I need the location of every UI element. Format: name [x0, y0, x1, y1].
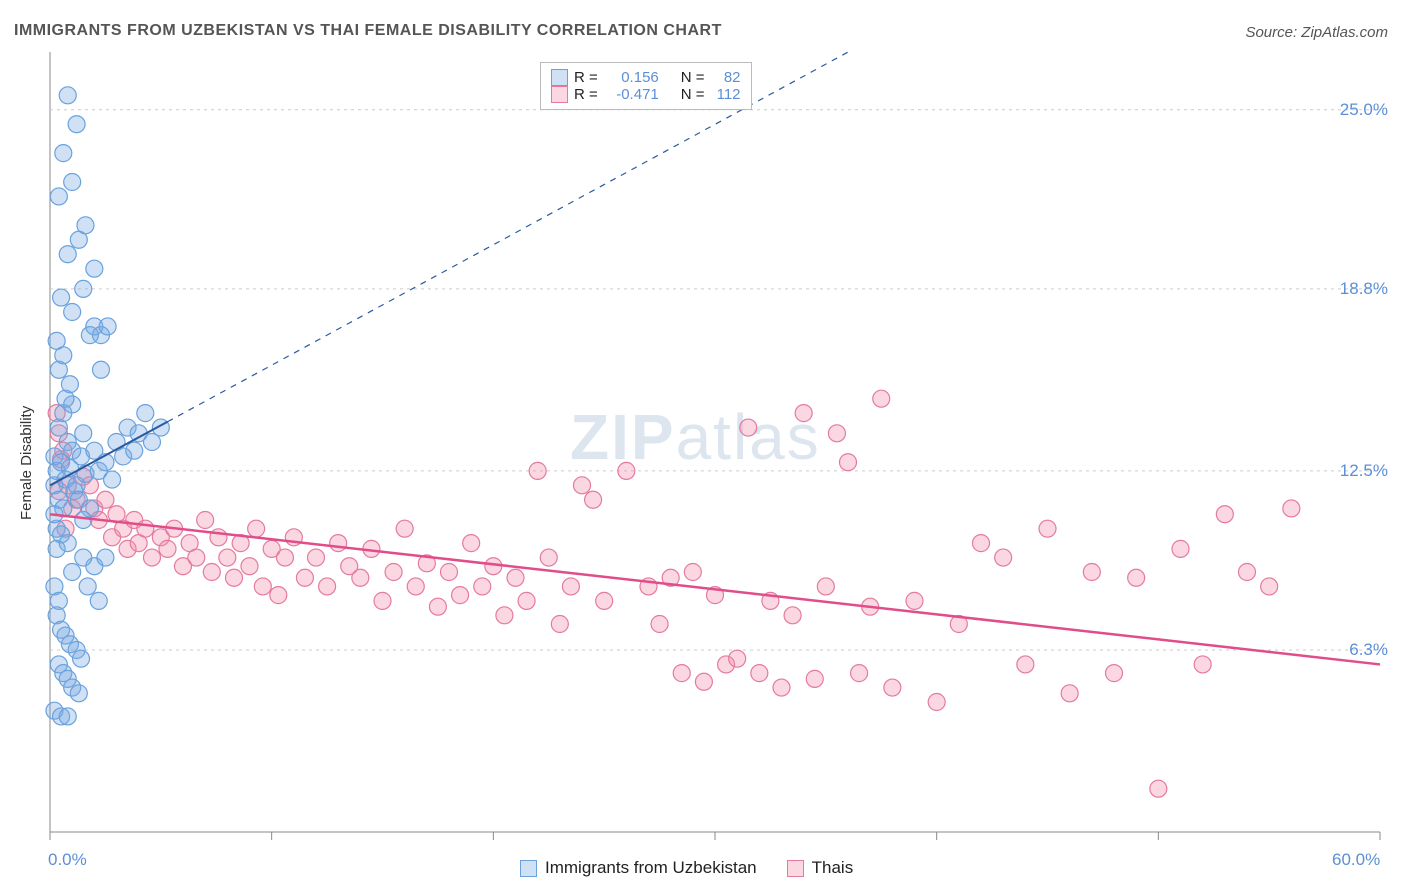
n-label-uzbek: N = [681, 69, 705, 86]
r-label-thai: R = [574, 86, 598, 103]
r-value-thai: -0.471 [604, 86, 659, 103]
y-gridline-label: 18.8% [1340, 279, 1388, 299]
n-value-uzbek: 82 [711, 69, 741, 86]
scatter-chart [0, 0, 1406, 892]
stats-row-uzbek: R = 0.156 N = 82 [551, 69, 741, 86]
swatch-thai [551, 86, 568, 103]
legend-swatch-thai [787, 860, 804, 877]
r-label-uzbek: R = [574, 69, 598, 86]
n-value-thai: 112 [711, 86, 741, 103]
y-gridline-label: 25.0% [1340, 100, 1388, 120]
x-max-label: 60.0% [1332, 850, 1380, 870]
r-value-uzbek: 0.156 [604, 69, 659, 86]
y-gridline-label: 6.3% [1349, 640, 1388, 660]
stats-row-thai: R = -0.471 N = 112 [551, 86, 741, 103]
y-gridline-label: 12.5% [1340, 461, 1388, 481]
legend-swatch-uzbek [520, 860, 537, 877]
x-min-label: 0.0% [48, 850, 87, 870]
legend-item-thai: Thais [787, 858, 854, 878]
legend-item-uzbek: Immigrants from Uzbekistan [520, 858, 757, 878]
swatch-uzbek [551, 69, 568, 86]
stats-legend: R = 0.156 N = 82 R = -0.471 N = 112 [540, 62, 752, 110]
series-legend: Immigrants from Uzbekistan Thais [520, 858, 853, 878]
legend-label-thai: Thais [812, 858, 854, 878]
n-label-thai: N = [681, 86, 705, 103]
legend-label-uzbek: Immigrants from Uzbekistan [545, 858, 757, 878]
